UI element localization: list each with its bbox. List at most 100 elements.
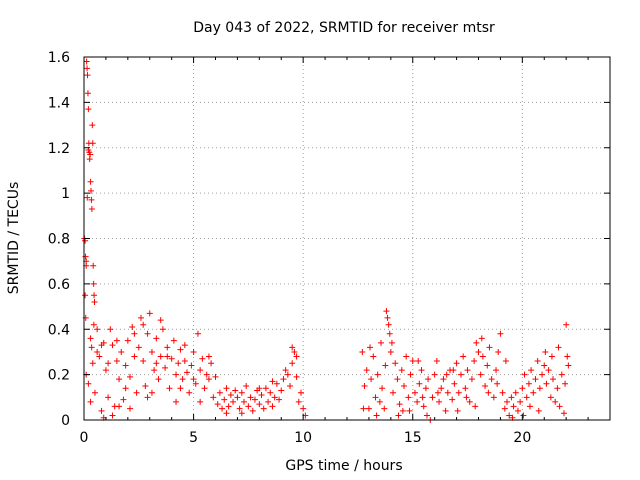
data-point <box>216 389 223 396</box>
data-point <box>440 376 447 383</box>
data-point <box>431 371 438 378</box>
data-point <box>560 410 567 417</box>
data-point <box>116 376 123 383</box>
data-point <box>478 335 485 342</box>
data-point <box>289 344 296 351</box>
data-point <box>457 371 464 378</box>
data-point <box>127 405 134 412</box>
data-point <box>87 178 94 185</box>
data-point <box>219 405 226 412</box>
data-point <box>482 382 489 389</box>
data-point <box>129 323 136 330</box>
y-tick-label: 0.2 <box>48 368 70 384</box>
data-point <box>164 353 171 360</box>
data-point <box>84 90 91 97</box>
data-point <box>282 367 289 374</box>
data-point <box>436 398 443 405</box>
data-point <box>118 348 125 355</box>
data-point <box>240 398 247 405</box>
data-point <box>550 376 557 383</box>
data-point <box>527 403 534 410</box>
data-point <box>194 330 201 337</box>
data-point <box>113 358 120 365</box>
data-point <box>519 385 526 392</box>
data-point <box>179 376 186 383</box>
data-point <box>258 392 265 399</box>
data-point <box>91 292 98 299</box>
data-point <box>547 394 554 401</box>
y-tick-label: 0 <box>61 413 70 429</box>
data-point <box>116 403 123 410</box>
data-point <box>293 353 300 360</box>
data-point <box>415 358 422 365</box>
data-point <box>539 371 546 378</box>
data-point <box>131 330 138 337</box>
data-point <box>495 348 502 355</box>
x-tick-label: 20 <box>513 430 531 446</box>
x-tick-label: 15 <box>404 430 422 446</box>
data-point <box>442 407 449 414</box>
data-point <box>379 385 386 392</box>
data-point <box>520 412 527 419</box>
data-point <box>289 360 296 367</box>
data-point <box>536 385 543 392</box>
data-point <box>394 376 401 383</box>
data-point <box>521 371 528 378</box>
data-point <box>383 308 390 315</box>
data-point <box>444 389 451 396</box>
data-point <box>135 344 142 351</box>
data-point <box>162 364 169 371</box>
data-point <box>98 342 105 349</box>
data-point <box>88 344 95 351</box>
data-point <box>429 394 436 401</box>
data-point <box>234 394 241 401</box>
data-point <box>528 367 535 374</box>
data-point <box>84 194 91 201</box>
data-point <box>449 396 456 403</box>
data-point <box>166 385 173 392</box>
data-point <box>479 353 486 360</box>
data-point <box>418 367 425 374</box>
data-point <box>122 385 129 392</box>
data-point <box>227 392 234 399</box>
data-point <box>197 398 204 405</box>
data-point <box>137 314 144 321</box>
data-point <box>543 380 550 387</box>
data-point <box>89 122 96 129</box>
data-point <box>542 348 549 355</box>
data-point <box>471 358 478 365</box>
data-point <box>502 358 509 365</box>
data-point <box>87 335 94 342</box>
y-tick-label: 1.2 <box>48 141 70 157</box>
data-point <box>269 403 276 410</box>
data-point <box>460 353 467 360</box>
data-point <box>485 389 492 396</box>
data-point <box>386 330 393 337</box>
data-point <box>541 362 548 369</box>
data-point <box>157 317 164 324</box>
data-point <box>142 382 149 389</box>
data-point <box>484 362 491 369</box>
data-point <box>87 151 94 158</box>
data-point <box>168 355 175 362</box>
data-point <box>153 335 160 342</box>
data-point <box>184 369 191 376</box>
data-point <box>373 412 380 419</box>
y-tick-label: 0.6 <box>48 277 70 293</box>
data-point <box>392 360 399 367</box>
data-point <box>532 376 539 383</box>
data-point <box>273 380 280 387</box>
data-point <box>221 396 228 403</box>
data-point <box>381 405 388 412</box>
data-point <box>420 403 427 410</box>
data-point <box>514 407 521 414</box>
data-point <box>517 398 524 405</box>
data-point <box>85 380 92 387</box>
data-point <box>122 362 129 369</box>
data-point <box>88 206 95 213</box>
data-point <box>210 394 217 401</box>
data-point <box>548 353 555 360</box>
scatter-points <box>81 58 572 423</box>
data-point <box>144 330 151 337</box>
data-point <box>109 342 116 349</box>
